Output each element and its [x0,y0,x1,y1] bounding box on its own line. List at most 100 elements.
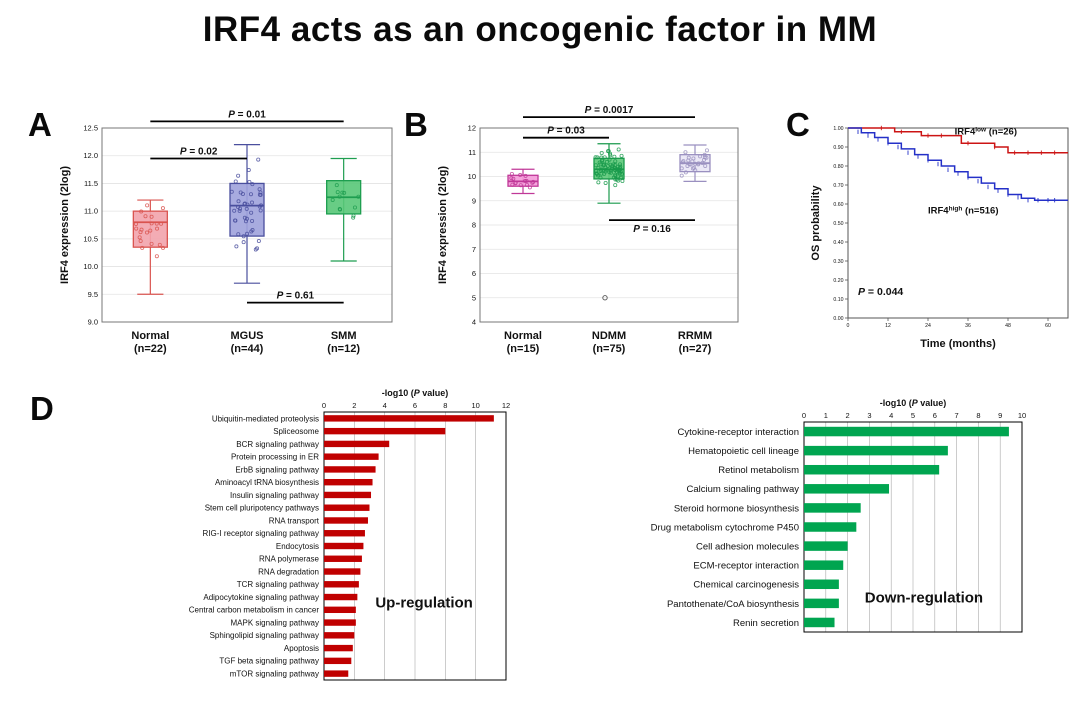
svg-text:9.0: 9.0 [88,318,98,327]
svg-text:(n=75): (n=75) [593,343,626,355]
svg-text:RRMM: RRMM [678,330,712,342]
panel-d-upregulation-bar-chart: -log10 (P value) 0 2 4 6 8 10 12 Ubiquitin-media… [189,388,510,681]
svg-text:Spliceosome: Spliceosome [273,427,319,436]
svg-text:Retinol metabolism: Retinol metabolism [718,465,799,476]
svg-text:8: 8 [976,411,980,420]
svg-text:10: 10 [1018,411,1026,420]
svg-text:2: 2 [352,401,356,410]
svg-text:0.80: 0.80 [833,164,843,170]
svg-text:10: 10 [468,172,476,181]
svg-text:0.90: 0.90 [833,145,843,151]
svg-text:12: 12 [468,124,476,133]
svg-text:1.00: 1.00 [833,126,843,132]
svg-text:12: 12 [885,323,891,329]
svg-text:0.00: 0.00 [833,316,843,322]
svg-text:(n=22): (n=22) [134,343,167,355]
svg-text:Cytokine-receptor interaction: Cytokine-receptor interaction [678,427,799,438]
svg-text:BCR signaling pathway: BCR signaling pathway [236,440,319,449]
svg-text:MGUS: MGUS [231,330,264,342]
svg-text:0: 0 [802,411,806,420]
svg-text:Normal: Normal [131,330,169,342]
panel-d-label: D [30,390,54,427]
panel-b-label: B [404,106,428,143]
svg-text:Apoptosis: Apoptosis [284,644,319,653]
svg-text:OS probability: OS probability [810,185,822,261]
svg-text:36: 36 [965,323,971,329]
svg-text:Hematopoietic cell lineage: Hematopoietic cell lineage [688,446,799,457]
svg-text:0.70: 0.70 [833,183,843,189]
svg-text:Aminoacyl tRNA biosynthesis: Aminoacyl tRNA biosynthesis [215,478,319,487]
svg-text:-log10 (P value): -log10 (P value) [880,398,947,408]
svg-text:10.0: 10.0 [83,262,98,271]
svg-text:P = 0.16: P = 0.16 [633,224,671,235]
svg-text:Down-regulation: Down-regulation [865,590,983,607]
svg-text:RNA polymerase: RNA polymerase [259,555,320,564]
svg-text:P = 0.61: P = 0.61 [277,291,315,302]
svg-text:(n=12): (n=12) [327,343,360,355]
svg-text:Stem cell pluripotency pathway: Stem cell pluripotency pathways [205,504,319,513]
svg-text:RIG-I receptor signaling pathw: RIG-I receptor signaling pathway [203,529,320,538]
svg-text:6: 6 [413,401,417,410]
svg-text:9: 9 [998,411,1002,420]
svg-text:P = 0.03: P = 0.03 [547,126,585,137]
svg-text:ECM-receptor interaction: ECM-receptor interaction [693,561,799,572]
svg-text:48: 48 [1005,323,1011,329]
svg-text:11: 11 [468,148,476,157]
svg-text:0: 0 [847,323,850,329]
svg-text:3: 3 [867,411,871,420]
svg-text:(n=44): (n=44) [231,343,264,355]
svg-text:Drug metabolism cytochrome P45: Drug metabolism cytochrome P450 [651,522,799,533]
panel-b-boxplot-chart: 4 5 6 7 8 9 10 11 12 IRF4 expression (2log) Normal… [437,105,739,355]
svg-text:P = 0.044: P = 0.044 [858,286,903,298]
svg-text:(n=27): (n=27) [679,343,712,355]
svg-text:Normal: Normal [504,330,542,342]
svg-text:TCR signaling pathway: TCR signaling pathway [237,580,319,589]
svg-text:12: 12 [502,401,510,410]
svg-text:mTOR signaling pathway: mTOR signaling pathway [230,669,319,678]
svg-text:7: 7 [955,411,959,420]
svg-text:1: 1 [824,411,828,420]
panel-a-label: A [28,106,52,143]
svg-text:5: 5 [472,293,476,302]
svg-text:Up-regulation: Up-regulation [375,595,473,612]
svg-text:Adipocytokine signaling pathwa: Adipocytokine signaling pathway [203,593,319,602]
svg-text:IRF4high (n=516): IRF4high (n=516) [928,205,998,216]
svg-text:Central carbon metabolism in c: Central carbon metabolism in cancer [189,606,320,615]
svg-text:Insulin signaling pathway: Insulin signaling pathway [230,491,319,500]
svg-text:IRF4 expression (2log): IRF4 expression (2log) [437,166,449,284]
svg-text:7: 7 [472,245,476,254]
figure-title: IRF4 acts as an oncogenic factor in MM [202,10,878,49]
panel-a-boxplot-chart: 9.0 9.5 10.0 10.5 11.0 11.5 12.0 12.5 IRF4 expre… [59,109,393,355]
svg-text:12.5: 12.5 [83,124,98,133]
svg-text:Renin secretion: Renin secretion [733,618,799,629]
svg-text:0.10: 0.10 [833,297,843,303]
svg-text:P = 0.02: P = 0.02 [180,146,218,157]
svg-text:4: 4 [383,401,387,410]
svg-text:Protein processing in ER: Protein processing in ER [231,453,319,462]
svg-text:11.5: 11.5 [84,179,98,188]
svg-text:Time (months): Time (months) [920,338,996,350]
svg-text:0.40: 0.40 [833,240,843,246]
svg-text:24: 24 [925,323,931,329]
svg-text:IRF4low (n=26): IRF4low (n=26) [955,126,1017,137]
svg-text:10: 10 [471,401,479,410]
panel-d-downregulation-bar-chart: -log10 (P value) 0 1 2 3 4 5 6 7 8 9 10 Cytokine-rec… [651,398,1026,633]
svg-text:60: 60 [1045,323,1051,329]
svg-text:Steroid hormone biosynthesis: Steroid hormone biosynthesis [674,503,799,514]
svg-text:8: 8 [472,221,476,230]
svg-text:IRF4 expression (2log): IRF4 expression (2log) [59,166,71,284]
svg-text:Chemical carcinogenesis: Chemical carcinogenesis [693,580,799,591]
panel-c-label: C [786,106,810,143]
panel-c-survival-chart: 0.00 0.10 0.20 0.30 0.40 0.50 0.60 0.70 0.80 0.90… [810,125,1069,350]
svg-text:Cell adhesion molecules: Cell adhesion molecules [696,542,799,553]
svg-text:2: 2 [846,411,850,420]
svg-text:0.20: 0.20 [833,278,843,284]
svg-text:-log10 (P value): -log10 (P value) [382,388,449,398]
svg-text:0.60: 0.60 [833,202,843,208]
svg-text:0.30: 0.30 [833,259,843,265]
svg-text:NDMM: NDMM [592,330,626,342]
svg-text:Pantothenate/CoA biosynthesis: Pantothenate/CoA biosynthesis [667,599,799,610]
svg-text:10.5: 10.5 [83,234,98,243]
svg-text:11.0: 11.0 [84,207,98,216]
svg-text:6: 6 [933,411,937,420]
